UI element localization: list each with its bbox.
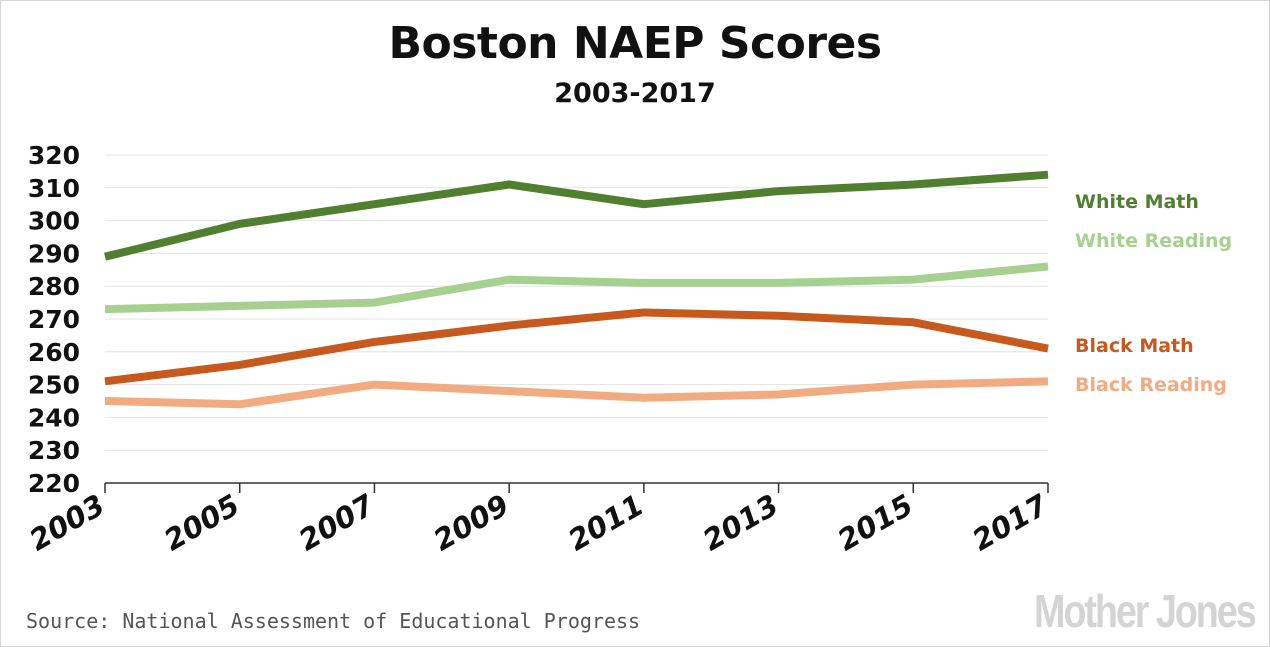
y-tick-label: 280 [28,272,80,301]
x-tick-label: 2011 [562,488,649,558]
x-tick-label: 2013 [697,488,784,558]
series-line-black-math [104,308,1049,386]
y-tick-label: 250 [28,371,80,400]
y-tick-label: 240 [28,403,80,432]
source-note: Source: National Assessment of Education… [26,609,641,633]
x-tick-label: 2003 [24,488,111,558]
y-tick-label: 290 [28,239,80,268]
x-tick-label: 2009 [428,488,515,558]
legend-label-white-reading: White Reading [1075,230,1232,252]
x-tick-label: 2017 [967,487,1055,557]
series-line-white-math [104,170,1049,261]
series-line-black-reading [104,377,1049,409]
y-tick-label: 300 [28,207,80,236]
legend-label-black-reading: Black Reading [1075,374,1227,396]
y-tick-label: 260 [28,338,80,367]
series-line-white-reading [104,262,1049,314]
mother-jones-logo: Mother Jones [1034,585,1257,637]
x-tick-label: 2007 [293,487,381,557]
y-tick-label: 230 [28,436,80,465]
chart-title: Boston NAEP Scores [388,18,882,69]
y-tick-label: 220 [28,469,80,498]
y-tick-label: 310 [28,174,80,203]
x-tick-label: 2015 [832,488,919,558]
chart-subtitle: 2003-2017 [554,78,716,109]
y-tick-label: 270 [28,305,80,334]
legend-label-black-math: Black Math [1075,335,1194,357]
y-tick-label: 320 [28,141,80,170]
x-tick-label: 2005 [158,488,245,558]
legend-label-white-math: White Math [1075,191,1199,213]
